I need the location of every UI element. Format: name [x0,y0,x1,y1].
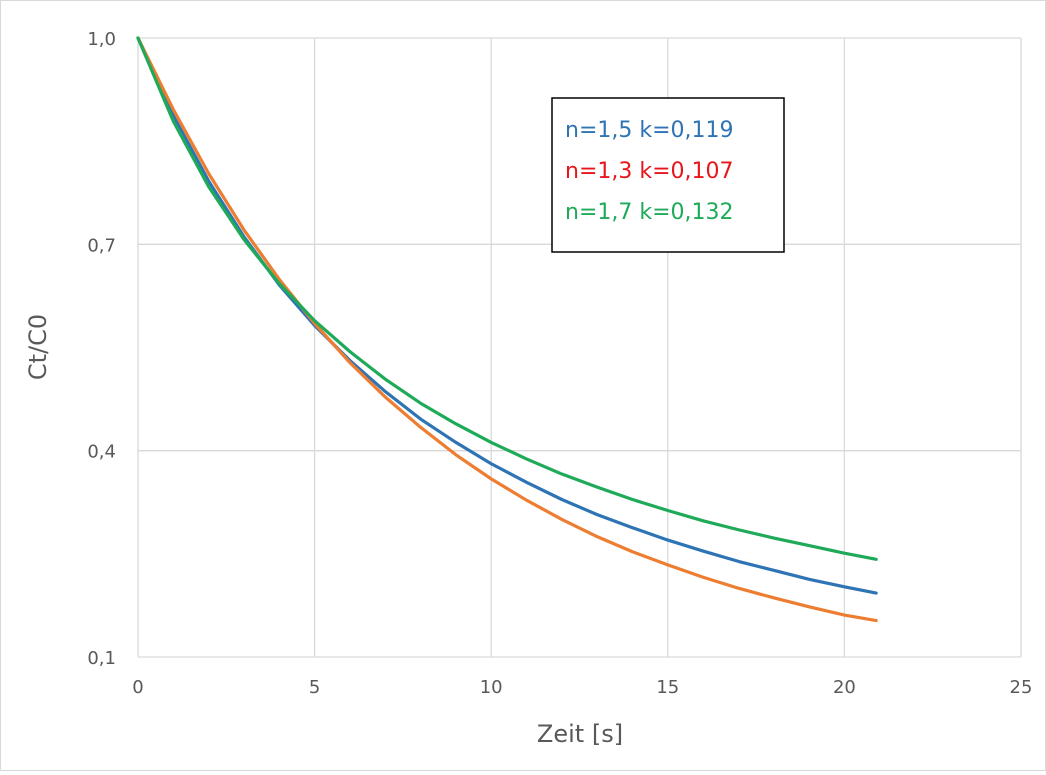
x-axis-label: Zeit [s] [537,720,623,748]
series-line-3 [136,36,878,561]
x-tick-label: 10 [480,677,503,698]
x-tick-label: 5 [309,677,320,698]
x-tick-label: 20 [833,677,856,698]
y-axis-label: Ct/C0 [24,314,52,380]
y-tick-label: 1,0 [87,29,116,50]
legend: n=1,5 k=0,119 n=1,3 k=0,107 n=1,7 k=0,13… [551,97,785,253]
legend-box [551,97,785,253]
series-lines [136,36,878,623]
x-tick-label: 25 [1010,677,1033,698]
legend-entry-3: n=1,7 k=0,132 [565,200,734,225]
legend-entry-1: n=1,5 k=0,119 [565,118,734,143]
tick-labels: 0 5 10 15 20 25 0,1 0,4 0,7 1,0 [87,29,1032,698]
y-tick-label: 0,7 [87,235,116,256]
legend-entry-2: n=1,3 k=0,107 [565,159,734,184]
series-line-2 [136,36,878,623]
y-tick-label: 0,4 [87,442,116,463]
y-tick-label: 0,1 [87,648,116,669]
x-tick-label: 0 [132,677,143,698]
x-tick-label: 15 [656,677,679,698]
